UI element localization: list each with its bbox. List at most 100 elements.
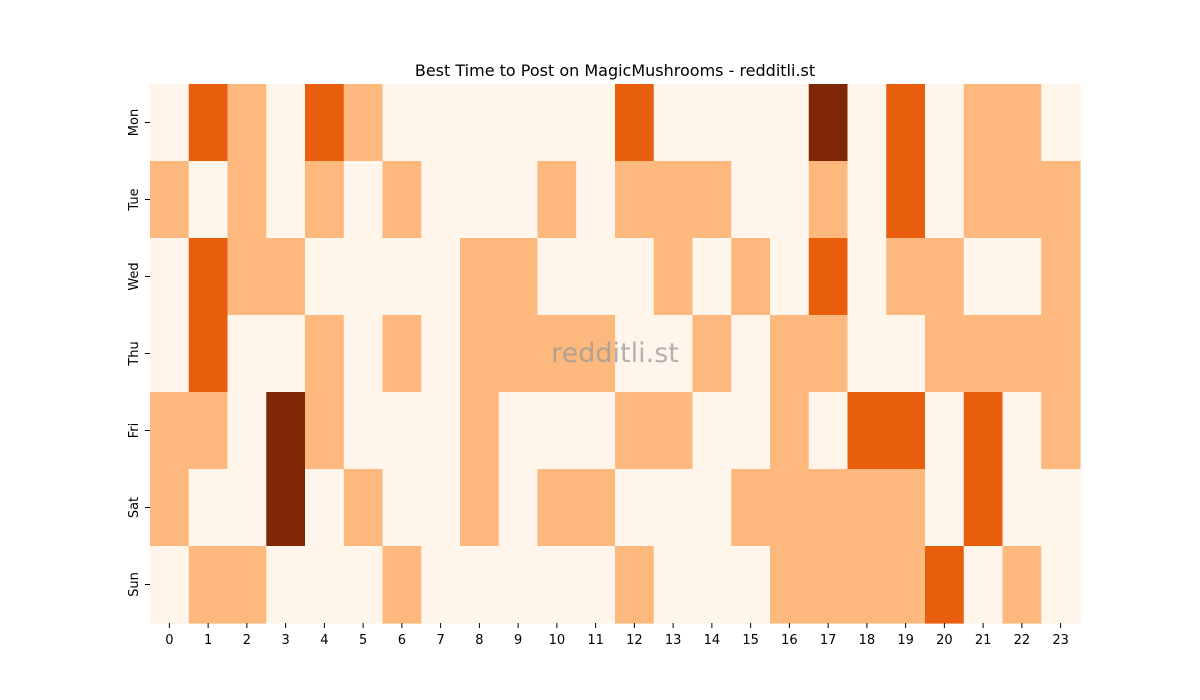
- heatmap-cell-mon-6: [382, 84, 422, 162]
- heatmap-cell-wed-10: [537, 238, 577, 316]
- heatmap-cell-sat-6: [382, 469, 422, 547]
- x-tick-label: 13: [665, 633, 682, 648]
- heatmap-cell-tue-4: [305, 161, 345, 239]
- x-tick-label: 17: [820, 633, 837, 648]
- heatmap-cell-mon-19: [886, 84, 926, 162]
- heatmap-cell-tue-6: [382, 161, 422, 239]
- heatmap-cell-fri-13: [653, 392, 694, 470]
- x-tick-label: 21: [975, 633, 992, 648]
- heatmap-cell-thu-20: [925, 315, 965, 393]
- x-tick-label: 5: [359, 633, 367, 648]
- heatmap-cell-thu-5: [343, 315, 384, 393]
- heatmap-cell-wed-8: [460, 238, 500, 316]
- heatmap-cell-sat-10: [537, 469, 577, 547]
- heatmap-cell-thu-13: [653, 315, 694, 393]
- y-tick-label: Mon: [127, 109, 142, 136]
- heatmap-cell-wed-18: [847, 238, 887, 316]
- x-tick-label: 10: [549, 633, 566, 648]
- heatmap-cell-sat-17: [808, 469, 849, 547]
- heatmap-cell-sun-15: [731, 546, 771, 624]
- heatmap-cell-sat-5: [343, 469, 384, 547]
- heatmap-cell-mon-23: [1041, 84, 1081, 162]
- heatmap-cell-fri-10: [537, 392, 577, 470]
- heatmap-cell-sun-19: [886, 546, 926, 624]
- heatmap-cell-thu-17: [808, 315, 849, 393]
- heatmap-cell-thu-6: [382, 315, 422, 393]
- heatmap-cell-mon-12: [615, 84, 655, 162]
- heatmap-cell-fri-5: [343, 392, 384, 470]
- heatmap-cell-sun-21: [963, 546, 1004, 624]
- heatmap-cell-thu-10: [537, 315, 577, 393]
- heatmap-cell-tue-15: [731, 161, 771, 239]
- x-tick-label: 7: [436, 633, 444, 648]
- heatmap-cell-thu-16: [770, 315, 810, 393]
- heatmap-cell-thu-8: [460, 315, 500, 393]
- x-tick-label: 11: [587, 633, 604, 648]
- heatmap-cell-tue-10: [537, 161, 577, 239]
- heatmap-cell-sun-6: [382, 546, 422, 624]
- heatmap-cell-fri-15: [731, 392, 771, 470]
- heatmap-cell-sun-14: [692, 546, 732, 624]
- y-axis: Mon Tue Wed Thu Fri Sat Sun: [127, 109, 150, 597]
- heatmap-cell-wed-9: [498, 238, 539, 316]
- x-tick-label: 0: [165, 633, 173, 648]
- heatmap-cell-wed-20: [925, 238, 965, 316]
- x-tick-label: 8: [475, 633, 483, 648]
- heatmap-cell-wed-13: [653, 238, 694, 316]
- heatmap-cell-fri-21: [963, 392, 1004, 470]
- heatmap-cell-mon-13: [653, 84, 694, 162]
- heatmap-cell-mon-7: [421, 84, 461, 162]
- heatmap-cell-wed-2: [227, 238, 267, 316]
- heatmap-cell-fri-8: [460, 392, 500, 470]
- heatmap-cell-sat-21: [963, 469, 1004, 547]
- heatmap-cell-fri-17: [808, 392, 849, 470]
- heatmap-cell-thu-14: [692, 315, 732, 393]
- heatmap-cell-sat-18: [847, 469, 887, 547]
- heatmap-cell-sun-5: [343, 546, 384, 624]
- heatmap-cells: [150, 84, 1081, 624]
- heatmap-cell-sun-17: [808, 546, 849, 624]
- heatmap-cell-mon-10: [537, 84, 577, 162]
- heatmap-cell-sat-7: [421, 469, 461, 547]
- heatmap-cell-thu-2: [227, 315, 267, 393]
- heatmap-cell-fri-22: [1002, 392, 1042, 470]
- x-tick-label: 4: [320, 633, 328, 648]
- heatmap-cell-tue-19: [886, 161, 926, 239]
- heatmap-cell-thu-1: [188, 315, 229, 393]
- x-tick-label: 12: [626, 633, 643, 648]
- x-tick-label: 1: [204, 633, 212, 648]
- x-tick-label: 2: [243, 633, 251, 648]
- heatmap-cell-sun-12: [615, 546, 655, 624]
- heatmap-cell-fri-19: [886, 392, 926, 470]
- heatmap-cell-sat-0: [150, 469, 190, 547]
- heatmap-cell-sun-18: [847, 546, 887, 624]
- heatmap-cell-fri-3: [266, 392, 306, 470]
- heatmap-cell-fri-7: [421, 392, 461, 470]
- heatmap-cell-sat-3: [266, 469, 306, 547]
- heatmap-cell-fri-6: [382, 392, 422, 470]
- x-tick-label: 14: [704, 633, 721, 648]
- heatmap-cell-thu-18: [847, 315, 887, 393]
- y-tick-label: Tue: [127, 188, 142, 211]
- heatmap-cell-sat-12: [615, 469, 655, 547]
- heatmap-cell-mon-21: [963, 84, 1004, 162]
- heatmap-cell-sun-0: [150, 546, 190, 624]
- heatmap-cell-fri-16: [770, 392, 810, 470]
- heatmap-cell-wed-6: [382, 238, 422, 316]
- heatmap-cell-wed-22: [1002, 238, 1042, 316]
- heatmap-cell-wed-16: [770, 238, 810, 316]
- x-tick-label: 6: [398, 633, 406, 648]
- heatmap-cell-sat-8: [460, 469, 500, 547]
- heatmap-cell-sat-2: [227, 469, 267, 547]
- watermark: redditli.st: [551, 338, 679, 369]
- heatmap-cell-fri-0: [150, 392, 190, 470]
- heatmap-cell-tue-9: [498, 161, 539, 239]
- heatmap-cell-mon-3: [266, 84, 306, 162]
- heatmap-cell-tue-17: [808, 161, 849, 239]
- heatmap-cell-mon-2: [227, 84, 267, 162]
- y-tick-label: Thu: [127, 341, 142, 366]
- heatmap-cell-sun-13: [653, 546, 694, 624]
- heatmap-cell-tue-16: [770, 161, 810, 239]
- heatmap-cell-sun-20: [925, 546, 965, 624]
